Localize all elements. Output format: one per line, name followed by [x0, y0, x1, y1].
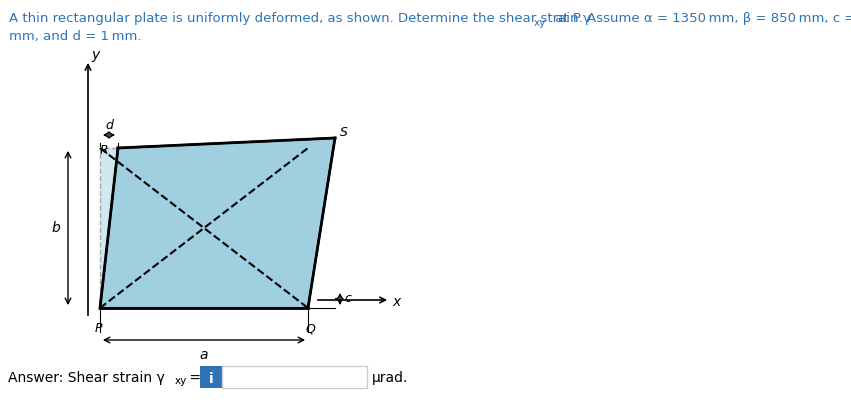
Text: c: c [344, 292, 351, 305]
Text: d: d [105, 119, 113, 132]
Text: y: y [91, 48, 100, 62]
Text: Answer: Shear strain γ: Answer: Shear strain γ [8, 371, 165, 385]
Polygon shape [100, 148, 308, 308]
Text: i: i [208, 372, 214, 386]
FancyBboxPatch shape [222, 366, 367, 388]
Text: =: = [185, 371, 201, 385]
Text: xy: xy [175, 376, 187, 386]
Text: Q: Q [305, 322, 315, 335]
Polygon shape [100, 138, 335, 308]
Text: P: P [94, 322, 102, 335]
Text: x: x [392, 295, 400, 309]
Text: b: b [51, 221, 60, 235]
Text: R: R [100, 143, 108, 156]
Text: at P. Assume α = 1350 mm, β = 850 mm, c = 1: at P. Assume α = 1350 mm, β = 850 mm, c … [551, 12, 851, 25]
Text: S: S [340, 126, 348, 139]
Text: mm, and d = 1 mm.: mm, and d = 1 mm. [9, 30, 141, 43]
Text: a: a [200, 348, 208, 362]
Text: μrad.: μrad. [372, 371, 408, 385]
Text: xy: xy [534, 18, 545, 28]
Text: A thin rectangular plate is uniformly deformed, as shown. Determine the shear st: A thin rectangular plate is uniformly de… [9, 12, 591, 25]
FancyBboxPatch shape [200, 366, 222, 388]
